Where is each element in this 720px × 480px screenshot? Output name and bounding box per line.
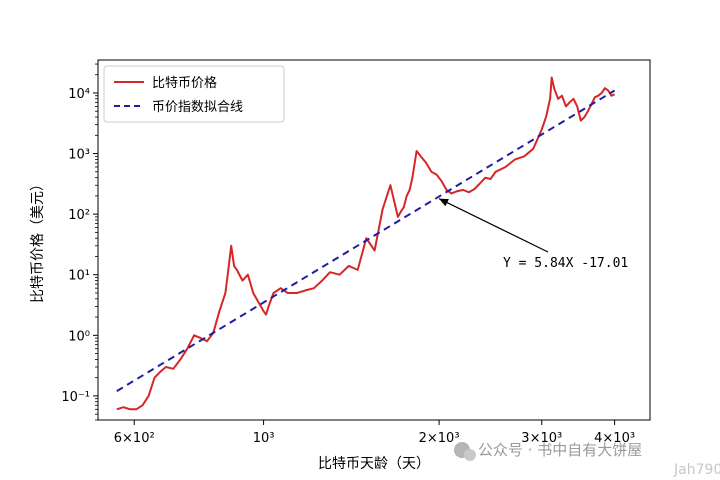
annotation: Y = 5.84X -17.01 <box>438 198 628 271</box>
y-tick-label: 10⁴ <box>68 87 90 102</box>
y-axis-label: 比特币价格（美元） <box>30 177 46 303</box>
annotation-arrow-head <box>439 198 449 207</box>
wechat-logo-icon-small <box>464 449 476 461</box>
annotation-arrow-line <box>438 198 549 253</box>
x-tick-label: 2×10³ <box>419 431 460 446</box>
watermark: 公众号 · 书中自有大饼屋 Jah790 <box>454 441 720 478</box>
y-tick-label: 10⁰ <box>68 329 90 344</box>
x-tick-label: 6×10² <box>114 431 155 446</box>
x-axis-label: 比特币天龄（天） <box>318 456 430 472</box>
legend-label-fit: 币价指数拟合线 <box>152 100 243 115</box>
y-tick-label: 10³ <box>68 148 90 163</box>
x-tick-label: 3×10³ <box>521 431 562 446</box>
price-line <box>116 76 616 411</box>
y-tick-label: 10¹ <box>68 269 90 284</box>
plot-frame <box>97 59 651 421</box>
legend-box <box>103 65 285 123</box>
fit-line <box>116 89 616 392</box>
series-layer <box>116 76 616 411</box>
watermark-text: 公众号 · 书中自有大饼屋 <box>478 441 642 459</box>
legend-label-price: 比特币价格 <box>152 75 217 91</box>
y-tick-label: 10² <box>68 208 90 223</box>
y-tick-label: 10⁻¹ <box>61 390 90 405</box>
x-tick-label: 10³ <box>253 431 275 446</box>
legend: 比特币价格 币价指数拟合线 <box>103 65 285 123</box>
annotation-text: Y = 5.84X -17.01 <box>503 256 628 271</box>
watermark-overlay: Jah790 <box>673 462 720 478</box>
axis-ticks: 6×10² 10³ 2×10³ 3×10³ 4×10³ 10⁻¹ 10⁰ 10¹ 10² 10³ 1… <box>61 63 635 446</box>
x-tick-label: 4×10³ <box>594 431 635 446</box>
